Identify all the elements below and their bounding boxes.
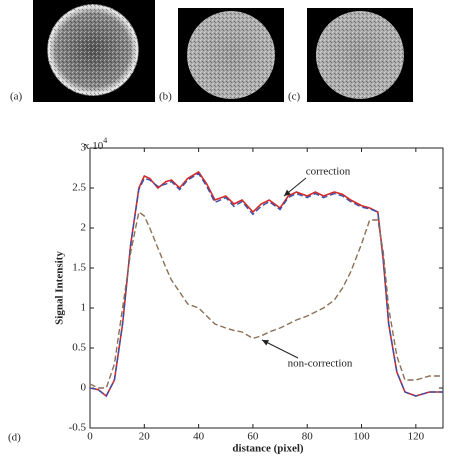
annotation-arrowhead	[262, 340, 269, 346]
annotation-arrow	[261, 339, 299, 359]
data-line	[89, 172, 443, 398]
y-tick-label: 3	[81, 142, 87, 154]
y-tick-label: 0	[81, 382, 87, 394]
y-tick-label: -0.5	[69, 422, 87, 434]
data-line	[89, 210, 443, 389]
x-axis-label: distance (pixel)	[232, 443, 304, 455]
y-scale-exponent: 4	[103, 136, 107, 145]
panel-label: (c)	[288, 91, 301, 103]
y-tick-label: 1.5	[72, 262, 86, 274]
panel-label: (a)	[10, 91, 23, 103]
y-tick-label: 1	[81, 302, 87, 314]
annotation-arrowhead	[284, 189, 291, 196]
image-a	[33, 0, 155, 102]
annotation: non-correction	[288, 358, 353, 370]
plot-frame	[89, 147, 444, 429]
y-tick-label: 2.5	[72, 182, 86, 194]
x-tick-label: 120	[408, 431, 425, 443]
y-scale-base: x 10	[84, 140, 104, 152]
x-tick-label: 40	[193, 431, 205, 443]
x-tick-label: 60	[247, 431, 259, 443]
y-scale: x 104	[84, 136, 107, 152]
y-tick-label: 0.5	[72, 342, 86, 354]
annotation: correction	[306, 166, 351, 178]
image-b	[178, 8, 284, 102]
x-tick-label: 0	[87, 431, 93, 443]
y-tick-label: 2	[81, 222, 87, 234]
x-tick-label: 100	[353, 431, 370, 443]
image-c	[307, 8, 413, 102]
y-axis-label: Signal Intensity	[54, 251, 66, 325]
x-tick-label: 20	[139, 431, 151, 443]
panel-label: (b)	[159, 91, 172, 103]
panel-label: (d)	[8, 432, 21, 444]
data-line	[89, 170, 443, 398]
x-tick-label: 80	[302, 431, 314, 443]
